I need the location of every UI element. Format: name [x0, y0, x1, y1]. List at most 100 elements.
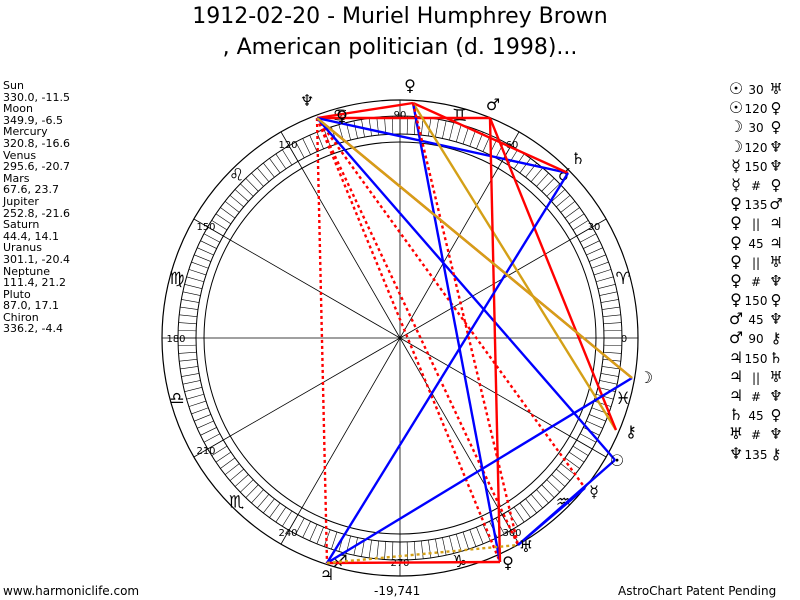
degree-tick — [551, 189, 566, 202]
aspect-planet-1: ♂ — [728, 328, 744, 348]
aspect-planet-2: ♃ — [769, 214, 783, 233]
degree-tick — [181, 373, 200, 377]
degree-tick — [251, 172, 264, 187]
aspect-row: ☿ # ♀ — [728, 175, 784, 194]
planet-name: Jupiter — [3, 194, 39, 208]
degree-tick — [579, 433, 597, 443]
aspect-row: ☽120 ♆ — [728, 137, 784, 156]
aspect-planet-2: ♆ — [769, 156, 783, 175]
aspect-planet-1: ☿ — [731, 174, 741, 194]
pluto-glyph: ♀ — [404, 76, 416, 95]
planet-name: Uranus — [3, 241, 42, 255]
planet-name: Chiron — [3, 310, 39, 324]
degree-tick — [596, 276, 614, 283]
degree-label: 210 — [196, 446, 215, 457]
aspect-planet-1: ☽ — [728, 136, 744, 156]
aspect-line — [316, 101, 414, 120]
aspect-angle: 45 — [748, 313, 764, 328]
degree-tick — [599, 291, 618, 296]
degree-tick — [224, 463, 240, 475]
aspect-planet-1: ♀ — [730, 232, 742, 252]
aspect-row: ♅ # ♆ — [728, 424, 784, 443]
planet-positions-list: Sun 330.0, -11.5 Moon 349.9, -6.5 Mercur… — [3, 80, 70, 335]
degree-tick — [600, 373, 619, 377]
aspect-planet-1: ♅ — [728, 424, 744, 444]
degree-tick — [530, 167, 543, 182]
degree-tick — [181, 299, 200, 303]
degree-tick — [530, 494, 543, 509]
degree-tick — [560, 201, 576, 213]
aspect-planet-1: ♆ — [728, 443, 744, 463]
degree-tick — [525, 498, 537, 514]
degree-tick — [603, 344, 622, 347]
degree-tick — [602, 314, 621, 317]
degree-tick — [442, 537, 447, 556]
degree-tick — [589, 414, 606, 422]
aspect-planet-1: ♀ — [730, 251, 742, 271]
degree-tick — [572, 445, 589, 456]
degree-tick — [302, 521, 311, 538]
degree-tick — [560, 463, 576, 475]
website-link[interactable]: www.harmoniclife.com — [3, 584, 140, 598]
degree-tick — [240, 183, 254, 197]
degree-tick — [186, 393, 204, 400]
aspect-planet-2: ♄ — [769, 348, 783, 367]
patent-notice: AstroChart Patent Pending — [618, 584, 777, 598]
aspect-planet-2: ♀ — [770, 291, 782, 310]
degree-tick — [194, 254, 211, 262]
aspect-row: ☉ 30 ♅ — [728, 79, 784, 98]
degree-tick — [180, 306, 199, 310]
degree-tick — [556, 468, 571, 481]
aspect-planet-2: ♅ — [769, 80, 783, 98]
aspect-planet-2: ♆ — [769, 425, 783, 444]
planet-name: Neptune — [3, 264, 51, 278]
planet-name: Pluto — [3, 287, 31, 301]
aspect-planet-1: ♃ — [728, 366, 744, 386]
degree-tick — [257, 167, 270, 182]
mars-glyph: ♂ — [486, 95, 500, 114]
aspect-line — [315, 117, 520, 546]
degree-tick — [541, 178, 555, 192]
zodiac-sign-glyph: ♊ — [452, 106, 467, 126]
aspect-angle: 120 — [744, 102, 768, 117]
degree-tick — [257, 494, 270, 509]
degree-tick — [188, 400, 207, 407]
degree-tick — [295, 517, 305, 535]
degree-tick — [316, 527, 324, 544]
degree-tick — [331, 531, 338, 550]
degree-tick — [200, 427, 217, 436]
zodiac-sign-glyph: ♍ — [169, 269, 184, 289]
aspect-line — [517, 487, 586, 546]
aspect-planet-2: ♆ — [769, 310, 783, 329]
degree-tick — [442, 120, 447, 139]
aspect-line — [326, 376, 633, 565]
degree-tick — [586, 247, 603, 256]
degree-tick — [211, 220, 228, 231]
degree-tick — [275, 153, 287, 170]
degree-tick — [197, 420, 214, 429]
degree-tick — [536, 172, 549, 187]
sign-boundary-line — [280, 131, 401, 339]
aspect-list: ☉ 30 ♅ ☉120 ♀ ☽ 30 ♀ ☽120 ♆ ☿ 150 ♆ ☿ # ♀ ♀ 135 ♂ ♀ || ♃ ♀ 45 ♃ ♀… — [728, 79, 784, 463]
degree-tick — [178, 344, 197, 347]
aspect-line — [326, 543, 519, 565]
aspect-planet-2: ♆ — [769, 271, 783, 290]
degree-tick — [184, 284, 203, 289]
aspect-angle: 120 — [744, 140, 768, 155]
aspect-line — [315, 117, 329, 564]
aspect-planet-1: ☉ — [728, 79, 744, 98]
degree-tick — [178, 351, 197, 354]
aspect-row: ☿ 150 ♆ — [728, 156, 784, 175]
aspect-planet-1: ♀ — [730, 194, 742, 214]
aspect-planet-2: ♂ — [769, 195, 783, 214]
degree-tick — [203, 233, 221, 243]
aspect-row: ♄ 45 ♀ — [728, 405, 784, 424]
mercury-glyph: ☿ — [589, 482, 599, 501]
planet-coords: 67.6, 23.7 — [3, 183, 59, 197]
degree-tick — [368, 118, 372, 137]
aspect-angle: || — [751, 255, 761, 270]
degree-tick — [428, 118, 432, 137]
degree-tick — [309, 135, 318, 152]
pluto-glyph-secondary: ♀ — [336, 107, 348, 126]
aspect-row: ♆135 ⚷ — [728, 444, 784, 463]
